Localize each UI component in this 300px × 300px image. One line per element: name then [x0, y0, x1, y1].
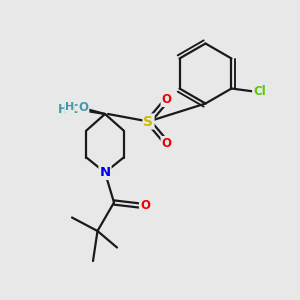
Text: O: O [78, 101, 88, 114]
Text: Cl: Cl [253, 85, 266, 98]
Text: N: N [99, 166, 111, 179]
Text: O: O [140, 199, 150, 212]
Text: S: S [143, 115, 154, 128]
Text: H: H [65, 102, 74, 112]
Text: H·O: H·O [58, 103, 83, 116]
Text: O: O [161, 93, 172, 106]
Text: O: O [161, 137, 172, 150]
